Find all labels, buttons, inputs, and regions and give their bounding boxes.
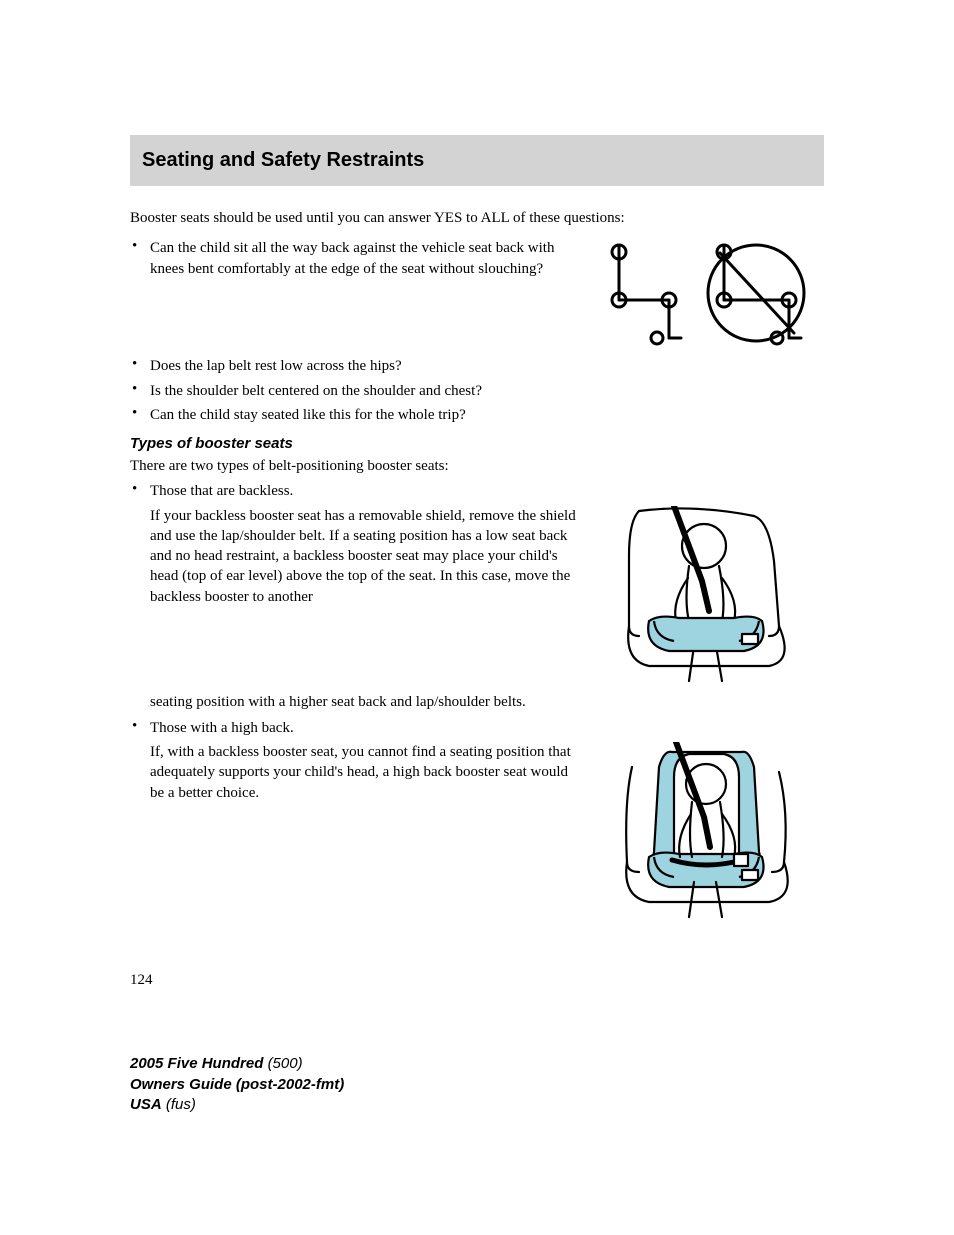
backless-label: Those that are backless. [150,481,824,501]
section-title: Seating and Safety Restraints [142,149,812,172]
bullet-icon: • [130,381,150,398]
footer-region-code: (fus) [166,1096,196,1113]
bullet-icon: • [130,405,150,422]
question-row-1: • Can the child sit all the way back aga… [130,238,824,348]
backless-label-row: • Those that are backless. [130,481,824,501]
question-row-3: • Is the shoulder belt centered on the s… [130,381,824,401]
bullet-icon: • [130,481,150,498]
seat-posture-figure [579,238,824,348]
footer-model: 2005 Five Hundred [130,1055,263,1072]
highback-booster-figure [584,742,824,922]
question-row-4: • Can the child stay seated like this fo… [130,405,824,425]
backless-continue: seating position with a higher seat back… [150,692,824,712]
footer-region: USA [130,1096,162,1113]
bullet-icon: • [130,238,150,255]
page-number: 124 [130,972,824,989]
highback-content-row: If, with a backless booster seat, you ca… [130,742,824,922]
question-3: Is the shoulder belt centered on the sho… [150,381,824,401]
question-row-2: • Does the lap belt rest low across the … [130,356,824,376]
backless-booster-figure [584,506,824,686]
question-1: Can the child sit all the way back again… [150,238,579,279]
question-4: Can the child stay seated like this for … [150,405,824,425]
footer-guide: Owners Guide (post-2002-fmt) [130,1076,344,1093]
highback-label-row: • Those with a high back. [130,718,824,738]
backless-text: If your backless booster seat has a remo… [150,506,584,607]
bullet-icon: • [130,356,150,373]
backless-content-row: If your backless booster seat has a remo… [130,506,824,686]
bullet-icon: • [130,718,150,735]
highback-label: Those with a high back. [150,718,824,738]
footer-block: 2005 Five Hundred (500) Owners Guide (po… [130,1054,344,1115]
highback-text: If, with a backless booster seat, you ca… [150,742,584,803]
footer-model-code: (500) [268,1055,303,1072]
page-content: Seating and Safety Restraints Booster se… [0,0,954,989]
subheading-types: Types of booster seats [130,435,824,452]
intro-text: Booster seats should be used until you c… [130,208,824,228]
types-intro: There are two types of belt-positioning … [130,456,824,476]
section-header-bar: Seating and Safety Restraints [130,135,824,186]
question-2: Does the lap belt rest low across the hi… [150,356,824,376]
